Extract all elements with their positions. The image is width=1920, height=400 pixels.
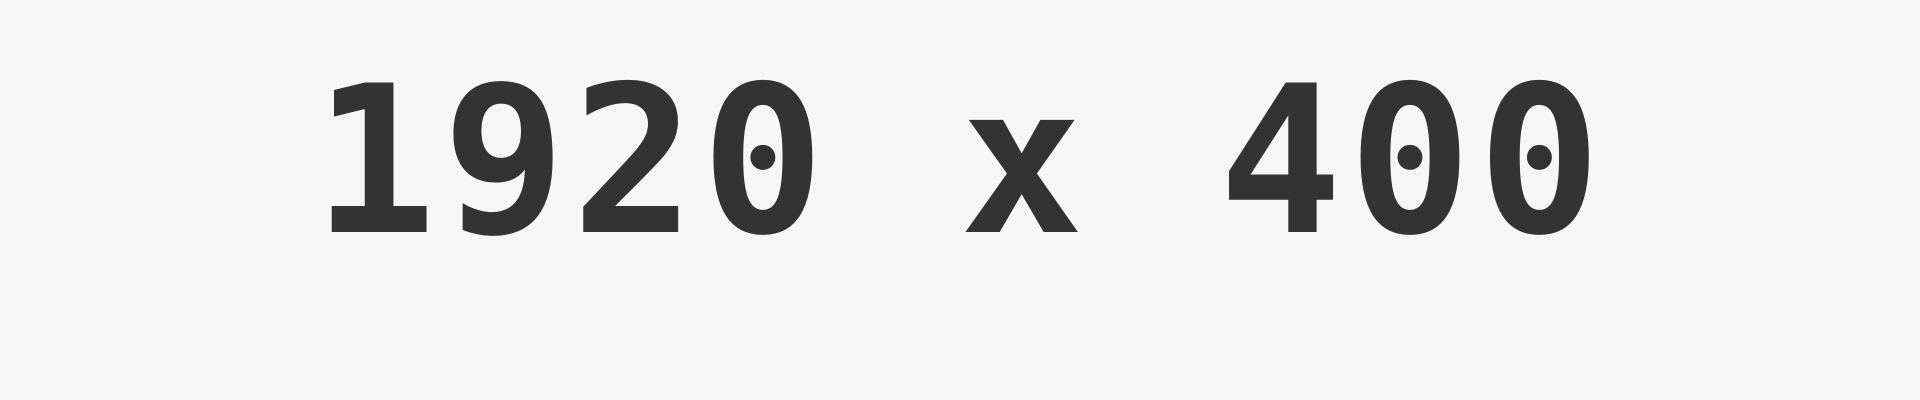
dimension-label: 1920 x 400 xyxy=(312,42,1608,281)
